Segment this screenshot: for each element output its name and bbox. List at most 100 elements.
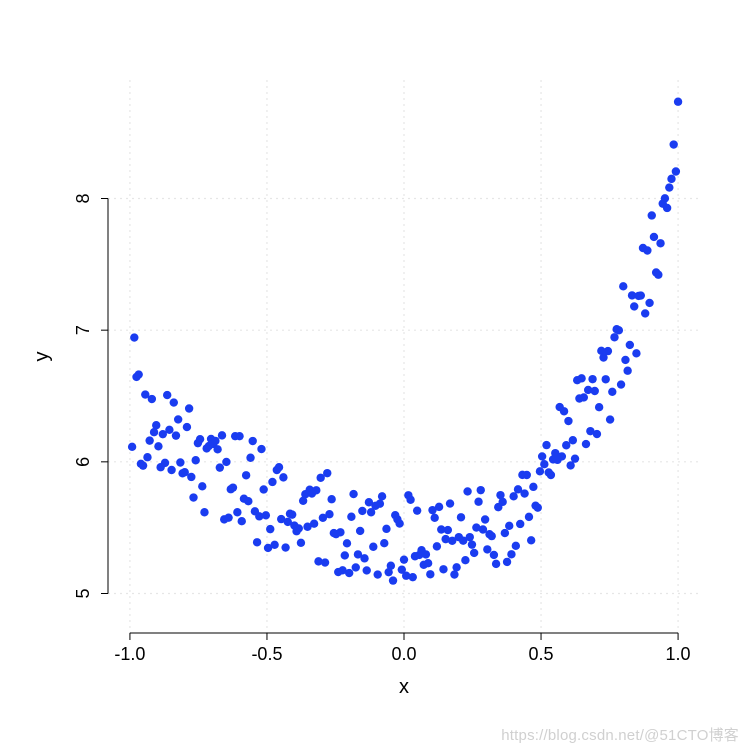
scatter-point [376,500,384,508]
scatter-point [617,380,625,388]
scatter-point [352,563,360,571]
scatter-point [154,442,162,450]
scatter-point [492,560,500,568]
chart-svg: -1.0-0.50.00.51.05678xy [0,0,753,753]
scatter-point [143,453,151,461]
scatter-point [400,555,408,563]
scatter-point [426,570,434,578]
scatter-point [288,510,296,518]
scatter-point [249,437,257,445]
scatter-point [262,511,270,519]
scatter-point [608,388,616,396]
scatter-point [536,467,544,475]
scatter-point [189,493,197,501]
scatter-point [663,204,671,212]
scatter-point [637,291,645,299]
scatter-point [349,490,357,498]
scatter-point [669,140,677,148]
scatter-point [483,545,491,553]
scatter-point [501,529,509,537]
scatter-point [424,559,432,567]
scatter-point [641,309,649,317]
scatter-point [452,563,460,571]
scatter-point [525,513,533,521]
scatter-point [498,498,506,506]
scatter-point [266,525,274,533]
scatter-point [244,497,252,505]
scatter-point [363,566,371,574]
scatter-point [630,302,638,310]
scatter-point [648,211,656,219]
scatter-point [606,415,614,423]
xtick-label: 0.0 [391,644,416,664]
scatter-point [268,478,276,486]
ytick-label: 5 [73,588,93,598]
scatter-point [382,525,390,533]
scatter-point [610,333,618,341]
scatter-point [279,473,287,481]
scatter-point [257,445,265,453]
scatter-point [468,540,476,548]
scatter-point [540,460,548,468]
scatter-point [185,404,193,412]
scatter-point [216,463,224,471]
scatter-point [593,430,601,438]
scatter-point [558,452,566,460]
scatter-point [615,326,623,334]
scatter-point [378,492,386,500]
scatter-point [422,550,430,558]
scatter-point [170,398,178,406]
scatter-point [547,471,555,479]
scatter-point [387,562,395,570]
scatter-point [569,436,577,444]
scatter-point [341,551,349,559]
scatter-point [582,440,590,448]
scatter-point [430,514,438,522]
scatter-point [527,536,535,544]
scatter-point [409,573,417,581]
scatter-point [444,526,452,534]
scatter-point [336,528,344,536]
scatter-point [621,356,629,364]
scatter-point [534,503,542,511]
ytick-label: 8 [73,193,93,203]
scatter-point [667,175,675,183]
scatter-point [347,513,355,521]
scatter-point [222,458,230,466]
scatter-point [297,539,305,547]
scatter-point [253,538,261,546]
scatter-point [356,527,364,535]
scatter-point [139,461,147,469]
scatter-point [542,441,550,449]
scatter-point [619,282,627,290]
scatter-point [645,299,653,307]
scatter-point [211,437,219,445]
scatter-point [632,349,640,357]
scatter-point [604,347,612,355]
scatter-point [481,515,489,523]
scatter-point [325,510,333,518]
scatter-point [523,471,531,479]
scatter-point [360,554,368,562]
scatter-point [602,375,610,383]
scatter-point [281,543,289,551]
scatter-point [395,519,403,527]
scatter-point [591,387,599,395]
scatter-point [564,417,572,425]
scatter-point [345,569,353,577]
scatter-point [623,367,631,375]
scatter-point [389,576,397,584]
scatter-point [505,522,513,530]
y-axis-title: y [31,352,53,362]
scatter-point [198,482,206,490]
scatter-point [466,533,474,541]
scatter-point [358,507,366,515]
scatter-point [461,556,469,564]
scatter-chart: -1.0-0.50.00.51.05678xy https://blog.csd… [0,0,753,753]
scatter-point [327,495,335,503]
scatter-point [507,550,515,558]
scatter-point [242,471,250,479]
scatter-point [128,443,136,451]
scatter-point [503,558,511,566]
scatter-point [580,393,588,401]
